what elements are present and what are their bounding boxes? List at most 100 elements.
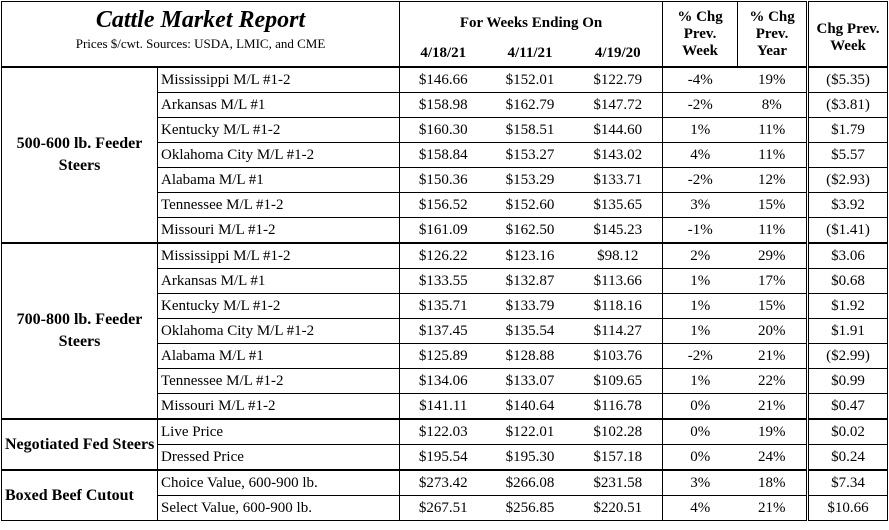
pct-chg-week: 0% — [662, 418, 738, 445]
pct-week-line1: % Chg — [677, 8, 723, 25]
value-4-19-20: $231.58 — [573, 469, 664, 496]
pct-chg-year: 22% — [737, 368, 809, 394]
row-label: Oklahoma City M/L #1-2 — [156, 142, 401, 168]
value-4-18-21: $158.98 — [399, 92, 487, 118]
group-label: Boxed Beef Cutout — [1, 469, 158, 521]
chg-prev-week: $1.92 — [806, 293, 889, 319]
col-header-3: 4/19/20 — [573, 40, 664, 68]
value-4-19-20: $118.16 — [573, 293, 664, 319]
row-label: Alabama M/L #1 — [156, 343, 401, 369]
pct-week-line2: Prev. — [683, 25, 717, 42]
value-4-18-21: $141.11 — [399, 393, 487, 420]
chg-prev-week: ($2.99) — [806, 343, 889, 369]
table-row: Missouri M/L #1-2 $161.09 $162.50 $145.2… — [2, 217, 889, 244]
group-label: 700-800 lb. Feeder Steers — [1, 242, 158, 420]
value-4-18-21: $134.06 — [399, 368, 487, 394]
table-row: Arkansas M/L #1 $133.55 $132.87 $113.66 … — [2, 268, 889, 294]
pct-year-line2: Prev. — [755, 25, 789, 42]
value-4-11-21: $133.79 — [486, 293, 574, 319]
pct-chg-week: 3% — [662, 192, 738, 218]
chg-prev-week: ($5.35) — [806, 66, 889, 93]
value-4-18-21: $137.45 — [399, 318, 487, 344]
row-label: Missouri M/L #1-2 — [156, 393, 401, 420]
group-label: Negotiated Fed Steers — [1, 418, 158, 471]
pct-chg-year: 8% — [737, 92, 809, 118]
pct-chg-year: 24% — [737, 444, 809, 471]
table-row: Dressed Price $195.54 $195.30 $157.18 0%… — [2, 444, 889, 471]
table-row: Boxed Beef Cutout Choice Value, 600-900 … — [1, 469, 889, 521]
chg-prev-week: $0.99 — [806, 368, 889, 394]
chg-week-line1: Chg Prev. — [816, 21, 880, 37]
pct-chg-week: 3% — [662, 469, 738, 496]
pct-chg-year: 11% — [737, 217, 809, 244]
table-body: 500-600 lb. Feeder Steers Mississippi M/… — [1, 66, 889, 521]
row-label: Arkansas M/L #1 — [156, 268, 401, 294]
value-4-18-21: $150.36 — [399, 167, 487, 193]
table-row: Negotiated Fed Steers Live Price $122.03… — [1, 418, 889, 471]
pct-chg-year: 21% — [737, 343, 809, 369]
value-4-11-21: $132.87 — [486, 268, 574, 294]
value-4-19-20: $98.12 — [573, 242, 664, 269]
value-4-18-21: $273.42 — [399, 469, 487, 496]
value-4-18-21: $146.66 — [399, 66, 487, 93]
pct-chg-week: 1% — [662, 318, 738, 344]
value-4-19-20: $133.71 — [573, 167, 664, 193]
value-4-19-20: $144.60 — [573, 117, 664, 143]
value-4-18-21: $267.51 — [399, 495, 487, 521]
row-label: Tennessee M/L #1-2 — [156, 192, 401, 218]
pct-chg-year: 19% — [737, 66, 809, 93]
value-4-19-20: $135.65 — [573, 192, 664, 218]
pct-chg-year: 15% — [737, 192, 809, 218]
pct-chg-week: 0% — [662, 393, 738, 420]
value-4-18-21: $160.30 — [399, 117, 487, 143]
row-label: Tennessee M/L #1-2 — [156, 368, 401, 394]
value-4-18-21: $122.03 — [399, 418, 487, 445]
table-row: Missouri M/L #1-2 $141.11 $140.64 $116.7… — [2, 393, 889, 420]
value-4-19-20: $147.72 — [573, 92, 664, 118]
pct-chg-week-header: % Chg Prev. Week — [662, 1, 739, 68]
row-label: Choice Value, 600-900 lb. — [156, 469, 401, 496]
row-label: Alabama M/L #1 — [156, 167, 401, 193]
row-label: Mississippi M/L #1-2 — [156, 66, 401, 93]
chg-prev-week: ($2.93) — [806, 167, 889, 193]
pct-chg-year: 17% — [737, 268, 809, 294]
value-4-11-21: $158.51 — [486, 117, 574, 143]
pct-chg-year: 11% — [737, 142, 809, 168]
chg-prev-week: $0.02 — [806, 418, 889, 445]
value-4-18-21: $126.22 — [399, 242, 487, 269]
value-4-19-20: $114.27 — [573, 318, 664, 344]
value-4-19-20: $122.79 — [573, 66, 664, 93]
value-4-11-21: $195.30 — [486, 444, 574, 471]
pct-chg-year: 29% — [737, 242, 809, 269]
row-label: Dressed Price — [156, 444, 401, 471]
pct-chg-week: 1% — [662, 268, 738, 294]
table-row: 500-600 lb. Feeder Steers Mississippi M/… — [1, 66, 889, 244]
pct-chg-year: 20% — [737, 318, 809, 344]
chg-prev-week: ($3.81) — [806, 92, 889, 118]
value-4-11-21: $152.01 — [486, 66, 574, 93]
value-4-11-21: $162.50 — [486, 217, 574, 244]
report-title: Cattle Market Report — [95, 7, 306, 33]
chg-prev-week: $5.57 — [806, 142, 889, 168]
row-label: Mississippi M/L #1-2 — [156, 242, 401, 269]
chg-prev-week: ($1.41) — [806, 217, 889, 244]
pct-chg-week: -1% — [662, 217, 738, 244]
value-4-11-21: $133.07 — [486, 368, 574, 394]
chg-prev-week: $10.66 — [806, 495, 889, 521]
weeks-ending-header: For Weeks Ending On — [399, 1, 664, 40]
pct-year-line3: Year — [757, 42, 788, 59]
value-4-19-20: $220.51 — [573, 495, 664, 521]
table-row: Tennessee M/L #1-2 $134.06 $133.07 $109.… — [2, 368, 889, 394]
pct-chg-week: 2% — [662, 242, 738, 269]
table-row: 700-800 lb. Feeder Steers Mississippi M/… — [1, 242, 889, 420]
pct-chg-week: 1% — [662, 293, 738, 319]
pct-chg-year: 21% — [737, 495, 809, 521]
value-4-18-21: $158.84 — [399, 142, 487, 168]
value-4-19-20: $109.65 — [573, 368, 664, 394]
chg-prev-week: $1.91 — [806, 318, 889, 344]
chg-prev-week: $0.24 — [806, 444, 889, 471]
col-header-1: 4/18/21 — [399, 40, 487, 68]
pct-chg-year-header: % Chg Prev. Year — [737, 1, 809, 68]
pct-chg-year: 19% — [737, 418, 809, 445]
